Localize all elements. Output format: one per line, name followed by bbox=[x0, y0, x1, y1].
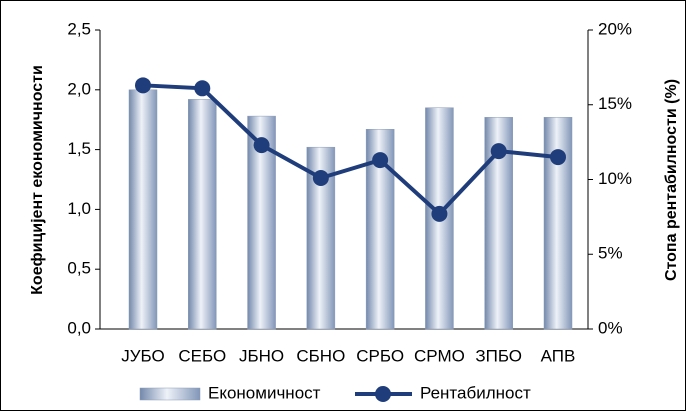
x-tick-label: АПВ bbox=[541, 346, 576, 365]
x-tick-label: ЈУБО bbox=[121, 346, 165, 365]
x-tick-label: ЈБНО bbox=[239, 346, 284, 365]
y2-tick-label: 5% bbox=[598, 244, 623, 263]
legend-label: Економичност bbox=[208, 383, 321, 402]
x-tick-label: СЕБО bbox=[178, 346, 226, 365]
bar bbox=[188, 99, 217, 330]
y-tick-label: 0,0 bbox=[67, 318, 91, 337]
y-tick-label: 2,0 bbox=[67, 79, 91, 98]
y2-axis-title: Стопа рентабилности (%) bbox=[663, 79, 680, 281]
y-tick-label: 1,5 bbox=[67, 139, 91, 158]
line-marker bbox=[253, 137, 270, 154]
line-marker bbox=[431, 205, 448, 222]
x-tick-label: СРМО bbox=[414, 346, 465, 365]
y2-tick-label: 15% bbox=[598, 94, 632, 113]
bar bbox=[543, 117, 573, 330]
y-tick-label: 0,5 bbox=[67, 259, 91, 278]
y2-tick-label: 0% bbox=[598, 318, 623, 337]
line-marker bbox=[550, 149, 566, 166]
line-marker bbox=[372, 152, 389, 169]
bar bbox=[128, 89, 158, 330]
legend-swatch bbox=[139, 387, 201, 401]
line-marker bbox=[312, 170, 329, 187]
legend-label: Рентабилност bbox=[420, 383, 531, 402]
line-marker bbox=[490, 143, 507, 160]
y2-tick-label: 20% bbox=[598, 19, 632, 38]
y-tick-label: 1,0 bbox=[67, 199, 91, 218]
line-marker bbox=[135, 77, 151, 94]
x-tick-label: СБНО bbox=[296, 346, 345, 365]
y-tick-label: 2,5 bbox=[67, 19, 91, 38]
line bbox=[142, 83, 559, 217]
x-tick-label: СРБО bbox=[356, 346, 404, 365]
y2-tick-label: 10% bbox=[598, 169, 632, 188]
legend-marker bbox=[375, 386, 391, 402]
y-axis-title: Коефицијент економичности bbox=[29, 65, 46, 295]
x-tick-label: ЗПБО bbox=[475, 346, 522, 365]
line-marker bbox=[194, 80, 211, 97]
